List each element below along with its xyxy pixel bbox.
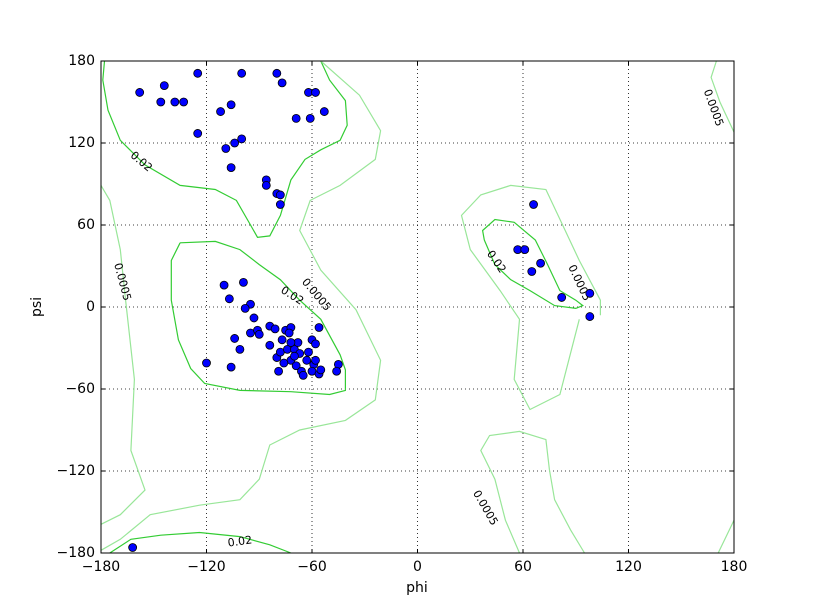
point bbox=[216, 107, 225, 116]
x-tick-label: −120 bbox=[187, 559, 225, 575]
contour-line bbox=[460, 184, 601, 411]
point bbox=[128, 543, 138, 552]
x-tick-label: 120 bbox=[615, 559, 642, 575]
point bbox=[239, 277, 248, 287]
point bbox=[230, 334, 240, 343]
points bbox=[128, 68, 595, 552]
y-tick-label: −60 bbox=[65, 381, 95, 397]
contour-label: 0.02 bbox=[227, 533, 253, 549]
point bbox=[536, 258, 545, 268]
point bbox=[316, 365, 326, 375]
point bbox=[527, 267, 537, 276]
contour-line bbox=[100, 185, 146, 525]
y-tick-label: 120 bbox=[68, 135, 95, 151]
point bbox=[193, 68, 203, 78]
y-tick-label: 0 bbox=[86, 299, 95, 315]
contour-line bbox=[717, 519, 735, 554]
point bbox=[270, 324, 280, 334]
point bbox=[277, 78, 287, 88]
y-axis-label: psi bbox=[29, 297, 45, 317]
point bbox=[311, 355, 320, 365]
point bbox=[520, 245, 530, 255]
contour-line bbox=[109, 531, 292, 554]
contour-line bbox=[100, 60, 382, 551]
point bbox=[585, 288, 595, 298]
point bbox=[311, 88, 320, 97]
x-axis-label: phi bbox=[406, 580, 428, 596]
contour-line bbox=[481, 218, 584, 310]
point bbox=[291, 114, 301, 123]
y-tick-label: −120 bbox=[57, 463, 95, 479]
point bbox=[274, 366, 283, 376]
point bbox=[286, 338, 296, 347]
contour-line bbox=[710, 60, 735, 133]
point bbox=[237, 134, 247, 144]
point bbox=[291, 361, 301, 371]
point bbox=[226, 100, 236, 110]
point bbox=[272, 68, 282, 78]
y-tick-label: 60 bbox=[77, 217, 95, 233]
point bbox=[202, 358, 211, 368]
point bbox=[265, 340, 275, 350]
x-tick-label: −180 bbox=[82, 559, 120, 575]
point bbox=[284, 328, 294, 338]
point bbox=[240, 303, 250, 313]
point bbox=[226, 163, 236, 173]
x-tick-label: 180 bbox=[721, 559, 748, 575]
point bbox=[254, 329, 264, 339]
x-tick-label: 0 bbox=[413, 559, 422, 575]
contour-line bbox=[480, 430, 586, 554]
point bbox=[557, 293, 567, 302]
point bbox=[279, 358, 289, 368]
point bbox=[159, 81, 169, 90]
contour-line bbox=[102, 60, 348, 238]
point bbox=[235, 344, 245, 354]
point bbox=[319, 107, 329, 116]
point bbox=[135, 88, 145, 97]
point bbox=[529, 200, 538, 209]
point bbox=[314, 323, 324, 332]
point bbox=[275, 200, 285, 209]
point bbox=[261, 180, 271, 190]
y-tick-label: 180 bbox=[68, 53, 95, 69]
point bbox=[275, 190, 285, 200]
point bbox=[179, 97, 189, 107]
point bbox=[249, 313, 259, 323]
point bbox=[221, 144, 231, 153]
point bbox=[226, 362, 236, 372]
point bbox=[170, 97, 180, 107]
point bbox=[224, 294, 234, 304]
point bbox=[332, 366, 342, 376]
point bbox=[237, 68, 247, 78]
point bbox=[230, 138, 240, 148]
y-tick-label: −180 bbox=[57, 545, 95, 561]
point bbox=[585, 312, 595, 321]
point bbox=[311, 339, 320, 349]
point bbox=[290, 351, 299, 361]
contours bbox=[100, 60, 735, 554]
contour-line bbox=[170, 240, 346, 396]
point bbox=[302, 355, 312, 365]
point bbox=[304, 347, 313, 357]
x-tick-label: −60 bbox=[297, 559, 327, 575]
point bbox=[156, 97, 166, 107]
ticks: −180 −120 −60 0 60 120 180 −180 −120 −60 0 60 120 180 bbox=[57, 53, 748, 575]
point bbox=[219, 280, 229, 290]
point bbox=[305, 114, 315, 123]
point bbox=[298, 370, 308, 380]
point bbox=[277, 335, 287, 345]
x-tick-label: 60 bbox=[514, 559, 532, 575]
point bbox=[193, 129, 203, 138]
